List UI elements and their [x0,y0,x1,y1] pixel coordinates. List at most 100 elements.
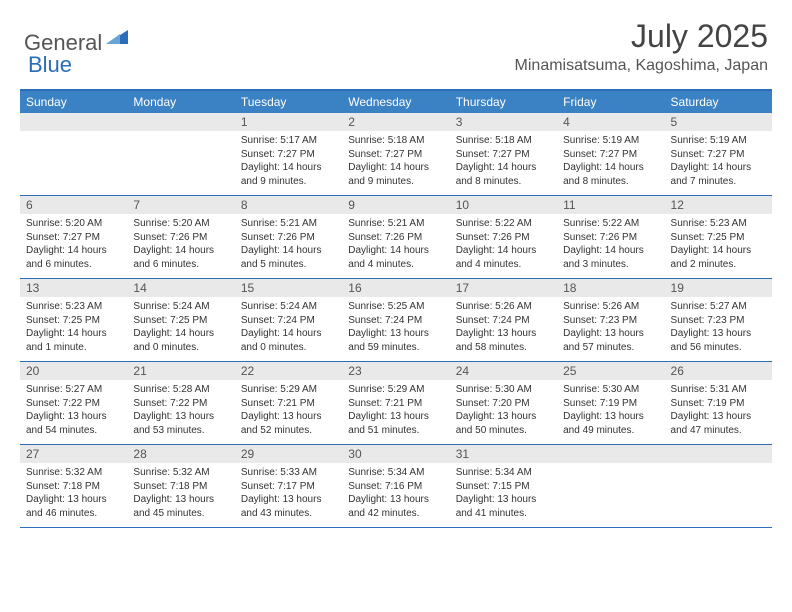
day-number [127,113,234,131]
header: General July 2025 Minamisatsuma, Kagoshi… [0,0,792,81]
day-content: Sunrise: 5:18 AMSunset: 7:27 PMDaylight:… [450,131,557,192]
day-content: Sunrise: 5:20 AMSunset: 7:26 PMDaylight:… [127,214,234,275]
daylight-line: Daylight: 13 hours and 43 minutes. [241,493,336,520]
day-header-saturday: Saturday [665,91,772,113]
day-number: 18 [557,279,664,297]
daylight-line: Daylight: 13 hours and 49 minutes. [563,410,658,437]
daylight-line: Daylight: 13 hours and 54 minutes. [26,410,121,437]
daylight-line: Daylight: 13 hours and 58 minutes. [456,327,551,354]
sunset-line: Sunset: 7:17 PM [241,480,336,494]
day-content: Sunrise: 5:19 AMSunset: 7:27 PMDaylight:… [557,131,664,192]
day-number: 1 [235,113,342,131]
sunrise-line: Sunrise: 5:30 AM [563,383,658,397]
day-headers: SundayMondayTuesdayWednesdayThursdayFrid… [20,91,772,113]
day-number: 2 [342,113,449,131]
day-cell: 23Sunrise: 5:29 AMSunset: 7:21 PMDayligh… [342,362,449,444]
sunrise-line: Sunrise: 5:29 AM [348,383,443,397]
day-content: Sunrise: 5:21 AMSunset: 7:26 PMDaylight:… [342,214,449,275]
day-content: Sunrise: 5:34 AMSunset: 7:15 PMDaylight:… [450,463,557,524]
day-content: Sunrise: 5:24 AMSunset: 7:24 PMDaylight:… [235,297,342,358]
day-content: Sunrise: 5:26 AMSunset: 7:23 PMDaylight:… [557,297,664,358]
week-row: 20Sunrise: 5:27 AMSunset: 7:22 PMDayligh… [20,362,772,445]
daylight-line: Daylight: 13 hours and 53 minutes. [133,410,228,437]
sunset-line: Sunset: 7:26 PM [456,231,551,245]
sunset-line: Sunset: 7:23 PM [671,314,766,328]
sunrise-line: Sunrise: 5:32 AM [133,466,228,480]
day-cell: 12Sunrise: 5:23 AMSunset: 7:25 PMDayligh… [665,196,772,278]
day-header-sunday: Sunday [20,91,127,113]
day-number: 27 [20,445,127,463]
location-text: Minamisatsuma, Kagoshima, Japan [515,57,768,75]
sunrise-line: Sunrise: 5:24 AM [241,300,336,314]
sunrise-line: Sunrise: 5:32 AM [26,466,121,480]
day-cell: 3Sunrise: 5:18 AMSunset: 7:27 PMDaylight… [450,113,557,195]
day-number: 13 [20,279,127,297]
sunrise-line: Sunrise: 5:26 AM [456,300,551,314]
day-cell: 17Sunrise: 5:26 AMSunset: 7:24 PMDayligh… [450,279,557,361]
daylight-line: Daylight: 13 hours and 52 minutes. [241,410,336,437]
day-cell: 1Sunrise: 5:17 AMSunset: 7:27 PMDaylight… [235,113,342,195]
logo-triangle-icon [106,28,128,49]
day-cell: 14Sunrise: 5:24 AMSunset: 7:25 PMDayligh… [127,279,234,361]
daylight-line: Daylight: 14 hours and 4 minutes. [348,244,443,271]
sunrise-line: Sunrise: 5:31 AM [671,383,766,397]
sunrise-line: Sunrise: 5:25 AM [348,300,443,314]
day-cell [20,113,127,195]
sunrise-line: Sunrise: 5:23 AM [671,217,766,231]
day-number: 25 [557,362,664,380]
sunset-line: Sunset: 7:19 PM [671,397,766,411]
day-cell: 30Sunrise: 5:34 AMSunset: 7:16 PMDayligh… [342,445,449,527]
daylight-line: Daylight: 14 hours and 4 minutes. [456,244,551,271]
day-content: Sunrise: 5:33 AMSunset: 7:17 PMDaylight:… [235,463,342,524]
daylight-line: Daylight: 14 hours and 1 minute. [26,327,121,354]
day-content [127,131,234,138]
day-number: 9 [342,196,449,214]
sunset-line: Sunset: 7:18 PM [133,480,228,494]
sunset-line: Sunset: 7:23 PM [563,314,658,328]
day-content: Sunrise: 5:24 AMSunset: 7:25 PMDaylight:… [127,297,234,358]
day-number: 12 [665,196,772,214]
day-number: 23 [342,362,449,380]
day-cell: 22Sunrise: 5:29 AMSunset: 7:21 PMDayligh… [235,362,342,444]
day-number: 6 [20,196,127,214]
day-cell: 7Sunrise: 5:20 AMSunset: 7:26 PMDaylight… [127,196,234,278]
day-content: Sunrise: 5:27 AMSunset: 7:22 PMDaylight:… [20,380,127,441]
day-cell: 25Sunrise: 5:30 AMSunset: 7:19 PMDayligh… [557,362,664,444]
day-content: Sunrise: 5:30 AMSunset: 7:20 PMDaylight:… [450,380,557,441]
day-cell [557,445,664,527]
sunrise-line: Sunrise: 5:18 AM [348,134,443,148]
day-content [557,463,664,470]
sunset-line: Sunset: 7:24 PM [241,314,336,328]
sunset-line: Sunset: 7:27 PM [671,148,766,162]
day-cell: 9Sunrise: 5:21 AMSunset: 7:26 PMDaylight… [342,196,449,278]
day-number: 26 [665,362,772,380]
daylight-line: Daylight: 14 hours and 7 minutes. [671,161,766,188]
day-content: Sunrise: 5:34 AMSunset: 7:16 PMDaylight:… [342,463,449,524]
sunrise-line: Sunrise: 5:17 AM [241,134,336,148]
sunset-line: Sunset: 7:16 PM [348,480,443,494]
sunrise-line: Sunrise: 5:19 AM [671,134,766,148]
day-number [665,445,772,463]
week-row: 13Sunrise: 5:23 AMSunset: 7:25 PMDayligh… [20,279,772,362]
day-number [20,113,127,131]
title-block: July 2025 Minamisatsuma, Kagoshima, Japa… [515,18,768,75]
daylight-line: Daylight: 13 hours and 41 minutes. [456,493,551,520]
sunset-line: Sunset: 7:20 PM [456,397,551,411]
day-cell: 11Sunrise: 5:22 AMSunset: 7:26 PMDayligh… [557,196,664,278]
day-cell: 15Sunrise: 5:24 AMSunset: 7:24 PMDayligh… [235,279,342,361]
sunset-line: Sunset: 7:15 PM [456,480,551,494]
day-header-wednesday: Wednesday [342,91,449,113]
day-cell: 24Sunrise: 5:30 AMSunset: 7:20 PMDayligh… [450,362,557,444]
sunrise-line: Sunrise: 5:19 AM [563,134,658,148]
day-header-thursday: Thursday [450,91,557,113]
sunset-line: Sunset: 7:18 PM [26,480,121,494]
day-cell: 4Sunrise: 5:19 AMSunset: 7:27 PMDaylight… [557,113,664,195]
day-cell: 5Sunrise: 5:19 AMSunset: 7:27 PMDaylight… [665,113,772,195]
sunrise-line: Sunrise: 5:28 AM [133,383,228,397]
day-content: Sunrise: 5:23 AMSunset: 7:25 PMDaylight:… [20,297,127,358]
day-content: Sunrise: 5:25 AMSunset: 7:24 PMDaylight:… [342,297,449,358]
sunset-line: Sunset: 7:21 PM [241,397,336,411]
calendar: SundayMondayTuesdayWednesdayThursdayFrid… [20,89,772,528]
daylight-line: Daylight: 13 hours and 42 minutes. [348,493,443,520]
day-number: 3 [450,113,557,131]
